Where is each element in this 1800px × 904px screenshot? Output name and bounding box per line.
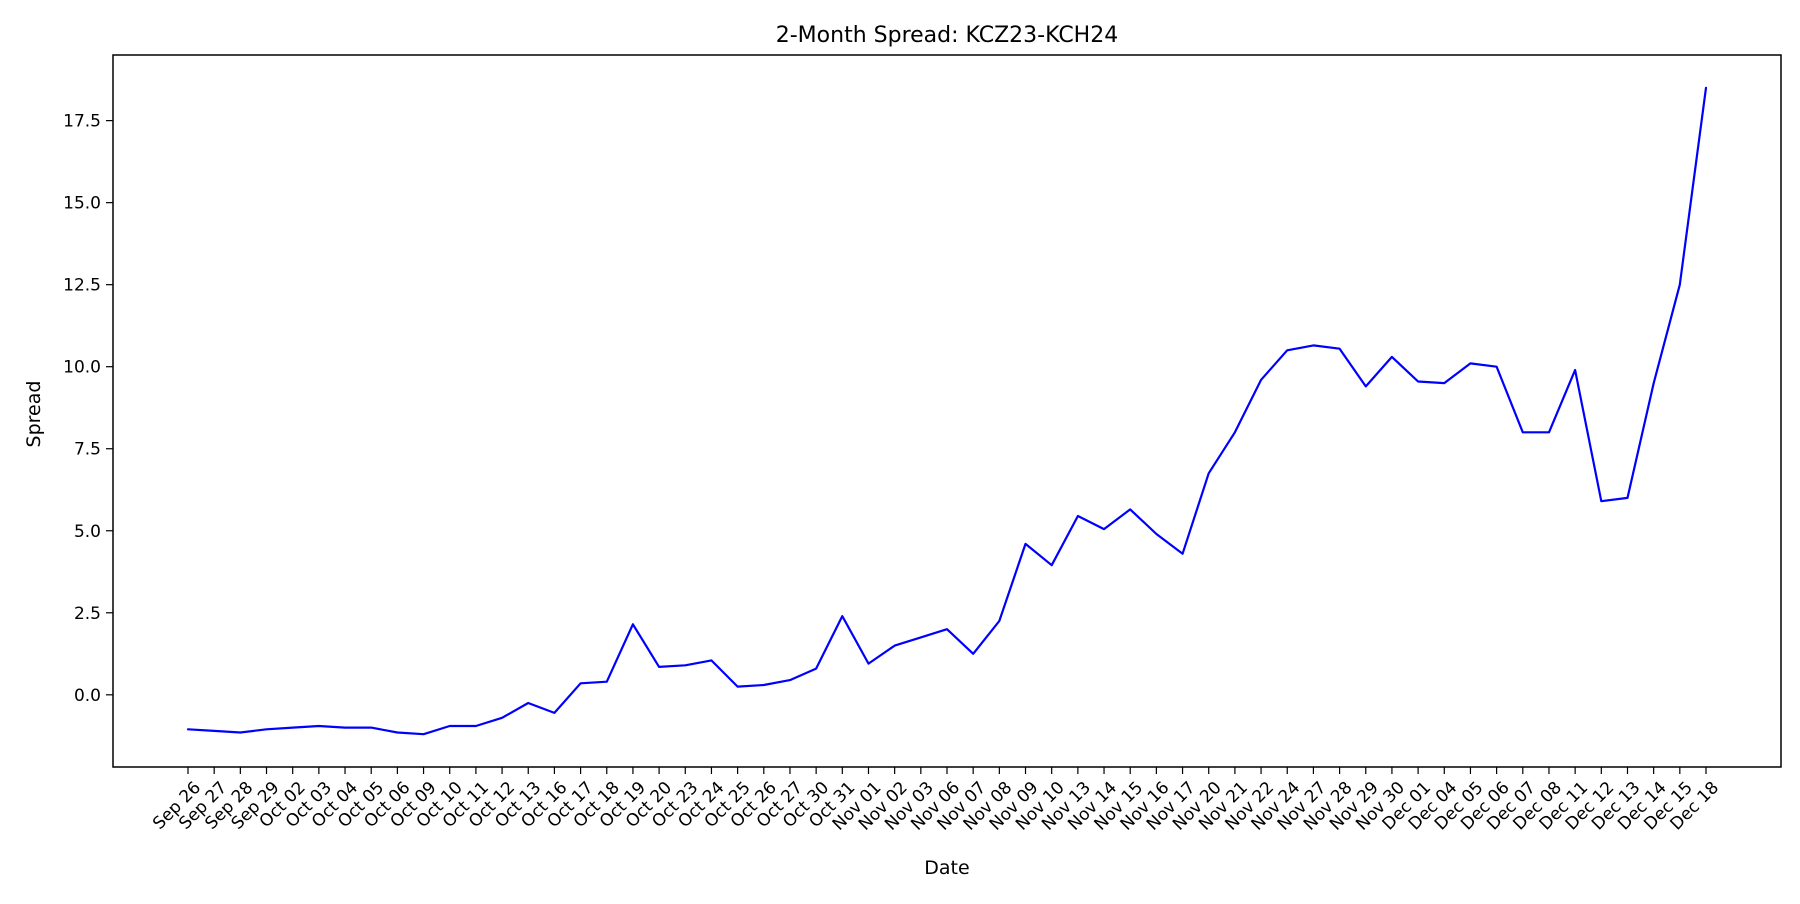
data-point [1626, 497, 1628, 499]
data-point [527, 702, 529, 704]
data-point [318, 725, 320, 727]
data-point [893, 644, 895, 646]
data-point [579, 682, 581, 684]
y-tick-label: 17.5 [63, 112, 101, 132]
data-point [1705, 87, 1707, 89]
data-point [1103, 528, 1105, 530]
data-point [344, 726, 346, 728]
data-point [1365, 385, 1367, 387]
data-point [1050, 564, 1052, 566]
x-axis-label: Date [924, 857, 969, 879]
data-point [396, 731, 398, 733]
data-point [1679, 283, 1681, 285]
spread-series-line [186, 86, 1708, 736]
data-point [1600, 500, 1602, 502]
y-tick-label: 10.0 [63, 358, 101, 378]
data-point [1495, 366, 1497, 368]
y-tick-label: 15.0 [63, 194, 101, 214]
data-point [972, 653, 974, 655]
data-point [1024, 543, 1026, 545]
data-point [710, 659, 712, 661]
data-point [501, 717, 503, 719]
data-point [1181, 553, 1183, 555]
data-point [632, 623, 634, 625]
data-point [265, 728, 267, 730]
data-point [291, 726, 293, 728]
data-point [1417, 380, 1419, 382]
data-point [920, 636, 922, 638]
data-point [553, 712, 555, 714]
y-tick-label: 2.5 [74, 604, 101, 624]
data-point [1522, 431, 1524, 433]
data-point [1469, 362, 1471, 364]
data-point [606, 680, 608, 682]
y-tick-label: 5.0 [74, 522, 101, 542]
y-tick-label: 7.5 [74, 440, 101, 460]
data-point [867, 662, 869, 664]
data-point [370, 726, 372, 728]
data-point [1260, 379, 1262, 381]
data-point [789, 679, 791, 681]
data-point [763, 684, 765, 686]
data-point [1312, 344, 1314, 346]
y-tick-label: 12.5 [63, 276, 101, 296]
data-point [213, 730, 215, 732]
data-point [658, 666, 660, 668]
data-point [449, 725, 451, 727]
data-point [998, 620, 1000, 622]
data-point [1234, 431, 1236, 433]
data-point [815, 667, 817, 669]
y-axis-label: Spread [23, 381, 45, 448]
data-point [1443, 382, 1445, 384]
data-point [1208, 472, 1210, 474]
data-point [475, 725, 477, 727]
y-tick-label: 0.0 [74, 686, 101, 706]
data-point [1129, 508, 1131, 510]
data-point [946, 628, 948, 630]
data-point [841, 615, 843, 617]
data-point [1548, 431, 1550, 433]
data-point [736, 685, 738, 687]
data-point [1391, 356, 1393, 358]
chart-title: 2-Month Spread: KCZ23-KCH24 [776, 23, 1118, 48]
data-point [1155, 533, 1157, 535]
data-point [422, 733, 424, 735]
data-point [1286, 349, 1288, 351]
data-point [1077, 515, 1079, 517]
data-point [187, 728, 189, 730]
data-point [239, 731, 241, 733]
data-point [1338, 347, 1340, 349]
data-point [1652, 382, 1654, 384]
data-point [684, 664, 686, 666]
data-point [1574, 369, 1576, 371]
plot-frame [112, 54, 1782, 768]
